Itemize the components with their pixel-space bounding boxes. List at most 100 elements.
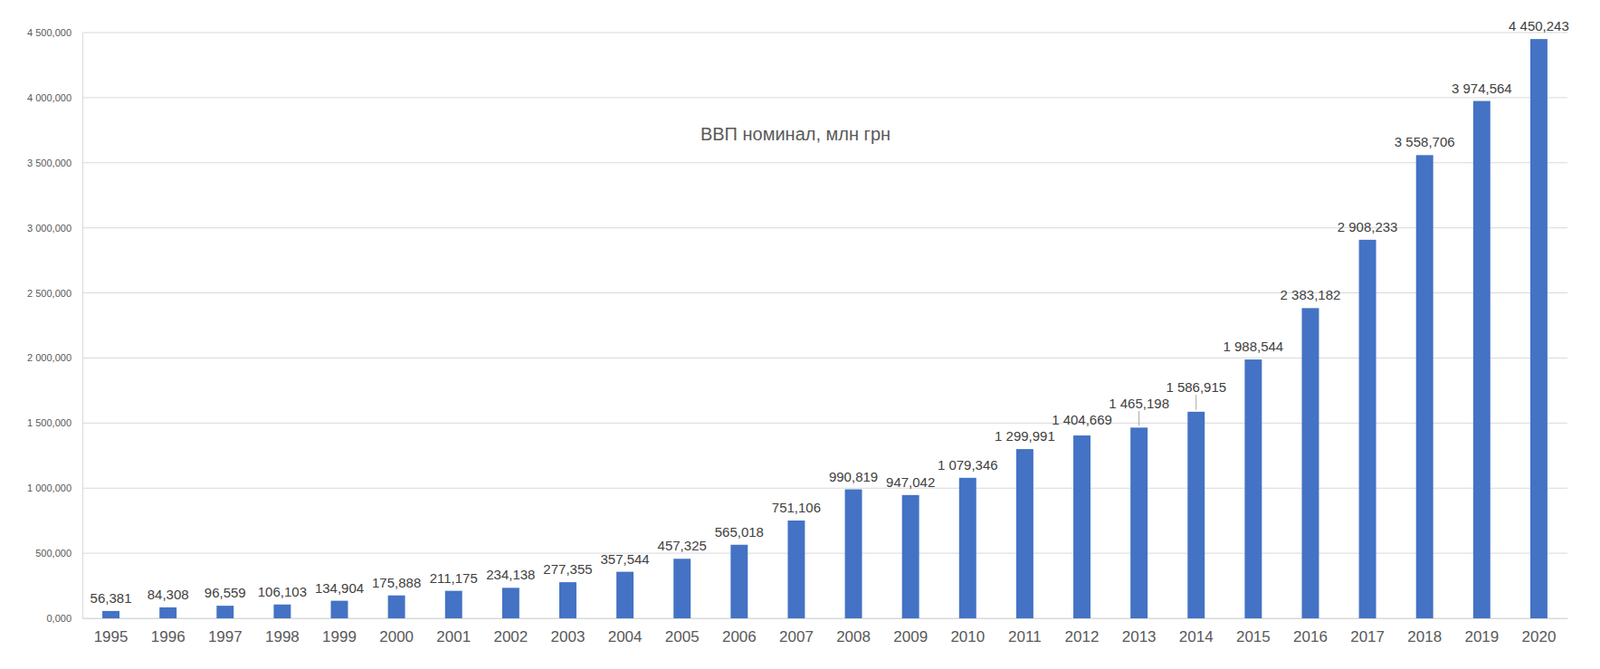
y-axis-line [82,33,84,620]
data-label: 106,103 [257,583,307,600]
data-label: 947,042 [885,474,935,490]
x-tick: 1999 [322,618,357,646]
x-tick: 2007 [779,618,814,646]
x-tick-label: 1996 [151,628,186,646]
leader-lines [1139,394,1197,426]
bar [502,587,520,619]
bar [445,590,463,619]
data-label: 1 988,544 [1222,338,1284,354]
bar [902,495,920,619]
x-tick-label: 2009 [893,628,928,646]
x-tick: 2004 [608,618,643,646]
x-tick: 1996 [151,618,186,646]
x-tick-label: 2002 [493,628,528,646]
bar [673,558,691,619]
x-tick: 1995 [94,618,129,646]
data-label: 1 079,346 [937,457,999,473]
x-tick: 2016 [1293,618,1328,646]
x-tick: 2018 [1407,618,1442,646]
data-label: 565,018 [714,523,764,540]
grid-line [82,487,1568,489]
x-tick: 2006 [722,618,757,646]
grid [82,32,1568,619]
y-tick: 2 500,000 [27,287,83,299]
x-tick-label: 1998 [265,628,300,646]
x-tick-label: 2001 [436,628,471,646]
x-tick: 2013 [1122,618,1157,646]
data-label: 211,175 [429,570,478,586]
data-label: 357,544 [600,551,649,567]
y-tick: 0,000 [46,612,83,624]
x-tick: 2002 [493,618,528,646]
y-tick: 3 500,000 [27,157,83,169]
grid-line [82,292,1568,294]
x-tick: 2012 [1065,618,1100,646]
bar [730,544,748,619]
x-tick-label: 2020 [1522,628,1557,646]
bar [216,605,234,619]
y-tick: 1 500,000 [27,417,83,429]
y-tick-label: 2 000,000 [27,352,72,363]
x-tick-label: 2017 [1350,628,1385,646]
x-tick-label: 2013 [1122,628,1157,646]
x-tick-label: 2006 [722,628,757,646]
x-axis-line [83,618,1569,620]
data-label: 3 558,706 [1394,133,1456,150]
bar [1244,359,1262,619]
y-tick-label: 0,000 [46,612,72,624]
x-tick-label: 2011 [1008,628,1042,646]
x-tick-label: 2010 [950,628,985,646]
bar [1416,154,1434,619]
data-label: 4 450,243 [1508,18,1570,34]
y-tick-label: 1 000,000 [27,482,72,494]
x-tick-label: 2019 [1464,628,1499,646]
grid-line [82,422,1568,424]
bar [1016,448,1034,619]
bar [559,581,577,619]
data-label: 56,381 [90,590,133,606]
bar [1473,101,1491,619]
x-tick-label: 2016 [1293,628,1328,646]
bar [331,600,349,619]
bar [273,604,291,619]
bar [1187,411,1205,619]
x-tick: 2003 [551,618,586,646]
grid-line [82,357,1568,359]
x-tick-label: 2015 [1236,628,1271,646]
x-tick: 2020 [1522,618,1557,646]
chart-title: ВВП номинал, млн грн [700,123,891,144]
x-tick: 2015 [1236,618,1271,646]
x-tick: 2019 [1464,618,1499,646]
x-tick: 2014 [1179,618,1214,646]
data-label: 2 908,233 [1337,219,1399,235]
bar [616,571,634,619]
x-tick-label: 2003 [551,628,586,646]
y-tick: 500,000 [35,547,83,559]
bar [1530,38,1548,619]
bar [159,607,177,619]
y-tick: 2 000,000 [27,352,83,363]
x-tick-label: 1995 [94,628,129,646]
y-tick-label: 4 500,000 [27,27,72,39]
x-tick-label: 2008 [836,628,871,646]
x-tick: 2011 [1008,618,1042,646]
x-tick: 2017 [1350,618,1385,646]
y-tick-label: 1 500,000 [27,417,72,429]
grid-line [82,32,1568,34]
data-label: 1 586,915 [1165,379,1227,395]
bar [1130,427,1148,619]
x-tick-label: 2014 [1179,628,1214,646]
grid-line [82,96,1568,98]
data-label: 990,819 [828,468,878,485]
x-tick-label: 2007 [779,628,814,646]
data-label: 234,138 [485,566,535,582]
y-axis: 0,000 500,000 1 000,000 1 500,000 2 000,000 2… [27,27,83,624]
data-label: 84,308 [147,586,190,602]
data-label: 277,355 [542,561,592,577]
x-tick: 2010 [950,618,985,646]
grid-line [82,552,1568,554]
data-label: 1 404,669 [1051,411,1113,428]
x-tick: 1998 [265,618,300,646]
x-tick-label: 1997 [208,628,243,646]
chart: 0,000 500,000 1 000,000 1 500,000 2 000,000 2… [0,0,1600,669]
